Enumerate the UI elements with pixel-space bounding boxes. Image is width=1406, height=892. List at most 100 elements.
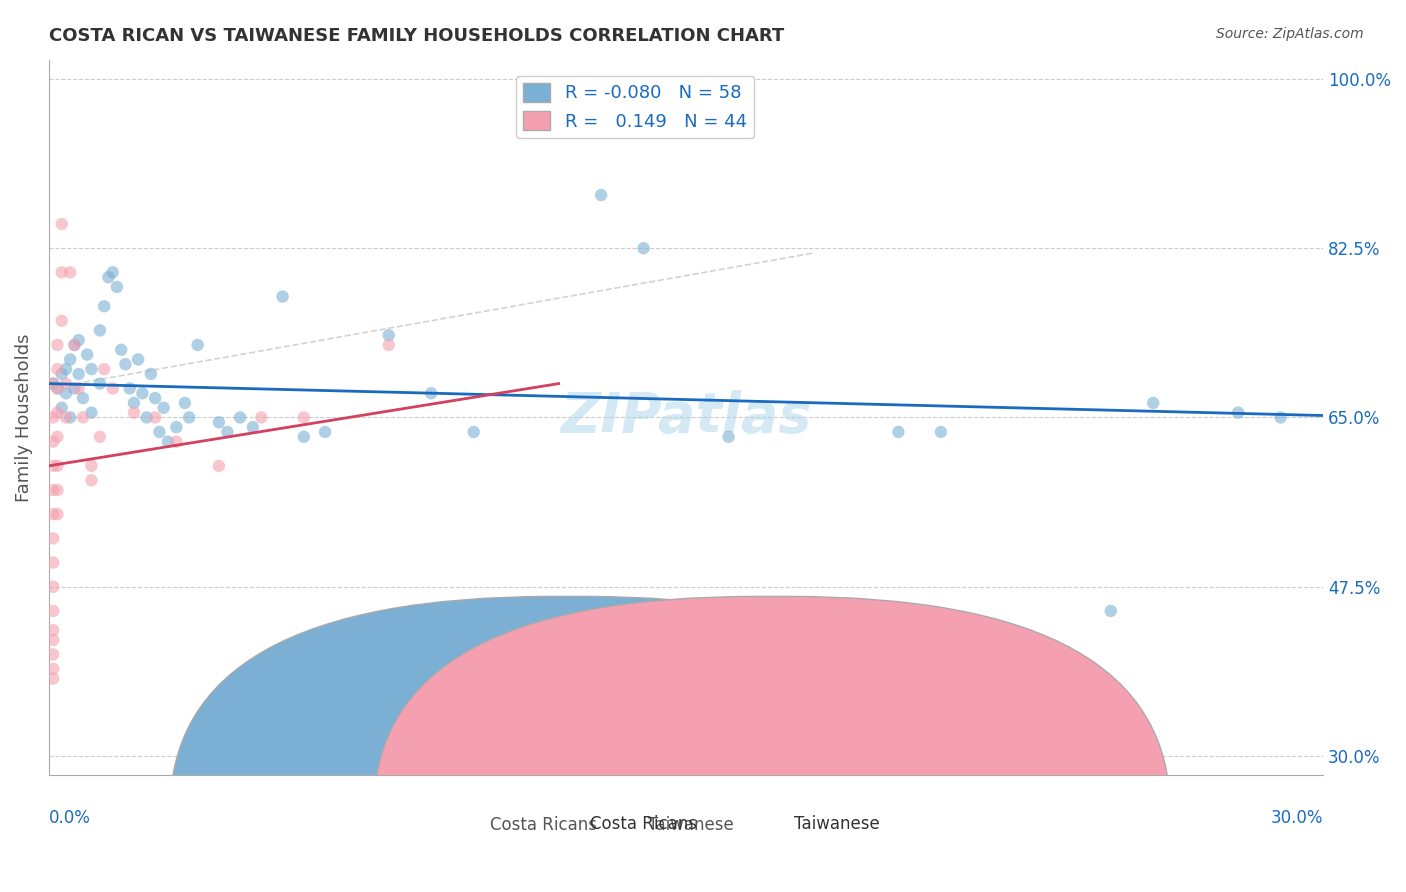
Point [59, 352, 82, 367]
Point [42, 604, 65, 618]
Point [80, 458, 103, 473]
Point [101, 381, 124, 395]
Point [179, 410, 201, 425]
Point [229, 410, 252, 425]
Point [80, 473, 103, 487]
Point [1142, 396, 1164, 410]
Point [42, 662, 65, 676]
Point [42, 434, 65, 449]
Point [93, 362, 115, 376]
Point [420, 386, 443, 401]
Point [67, 367, 90, 381]
Y-axis label: Family Households: Family Households [15, 334, 32, 501]
Point [42, 410, 65, 425]
Text: 30.0%: 30.0% [1271, 809, 1323, 827]
Point [208, 458, 231, 473]
Point [271, 289, 294, 303]
Point [314, 425, 336, 439]
Point [242, 420, 264, 434]
Point [1270, 410, 1292, 425]
Point [1099, 604, 1122, 618]
Text: Taiwanese: Taiwanese [794, 815, 880, 833]
Point [46, 507, 69, 521]
Point [93, 299, 115, 313]
Text: 0.0%: 0.0% [49, 809, 91, 827]
Point [463, 425, 485, 439]
Point [165, 420, 187, 434]
Point [929, 425, 952, 439]
Point [42, 507, 65, 521]
Point [377, 328, 399, 343]
Point [42, 458, 65, 473]
Point [42, 532, 65, 546]
Point [46, 430, 69, 444]
Point [152, 401, 174, 415]
Text: COSTA RICAN VS TAIWANESE FAMILY HOUSEHOLDS CORRELATION CHART: COSTA RICAN VS TAIWANESE FAMILY HOUSEHOL… [49, 27, 785, 45]
Point [42, 556, 65, 570]
Point [377, 338, 399, 352]
FancyBboxPatch shape [170, 597, 966, 892]
Point [46, 338, 69, 352]
Legend: R = -0.080   N = 58, R =   0.149   N = 44: R = -0.080 N = 58, R = 0.149 N = 44 [516, 76, 754, 138]
Point [250, 410, 273, 425]
Point [591, 188, 613, 202]
Point [187, 338, 209, 352]
Point [89, 430, 111, 444]
Point [55, 386, 77, 401]
Point [127, 352, 149, 367]
Point [148, 425, 170, 439]
Point [42, 376, 65, 391]
Text: Source: ZipAtlas.com: Source: ZipAtlas.com [1216, 27, 1364, 41]
Point [143, 410, 166, 425]
Text: Costa Ricans: Costa Ricans [489, 816, 598, 834]
Text: Taiwanese: Taiwanese [648, 816, 734, 834]
Point [59, 410, 82, 425]
Point [80, 406, 103, 420]
Point [46, 381, 69, 395]
Point [80, 362, 103, 376]
Text: Costa Ricans: Costa Ricans [591, 815, 697, 833]
Point [122, 396, 145, 410]
Point [51, 401, 73, 415]
Point [46, 381, 69, 395]
Point [55, 410, 77, 425]
Text: ZIPatlas: ZIPatlas [561, 391, 811, 444]
Point [173, 396, 195, 410]
Point [46, 362, 69, 376]
Point [42, 648, 65, 662]
Point [59, 265, 82, 279]
Point [165, 434, 187, 449]
Point [110, 343, 132, 357]
Point [42, 376, 65, 391]
Point [292, 430, 315, 444]
Point [42, 580, 65, 594]
Point [46, 458, 69, 473]
Point [887, 425, 910, 439]
Point [292, 410, 315, 425]
Point [101, 265, 124, 279]
Point [63, 381, 86, 395]
Point [42, 672, 65, 686]
Point [51, 367, 73, 381]
Point [67, 333, 90, 347]
Point [51, 217, 73, 231]
Point [46, 406, 69, 420]
Point [122, 406, 145, 420]
Point [63, 338, 86, 352]
Point [67, 381, 90, 395]
Point [633, 241, 655, 255]
Point [97, 270, 120, 285]
Point [42, 624, 65, 638]
Point [89, 323, 111, 337]
Point [105, 280, 128, 294]
Point [46, 483, 69, 497]
Point [72, 410, 94, 425]
Point [1227, 406, 1250, 420]
FancyBboxPatch shape [374, 597, 1170, 892]
Point [76, 348, 98, 362]
Point [89, 376, 111, 391]
Point [208, 415, 231, 429]
Point [135, 410, 157, 425]
Point [139, 367, 162, 381]
Point [759, 599, 782, 613]
